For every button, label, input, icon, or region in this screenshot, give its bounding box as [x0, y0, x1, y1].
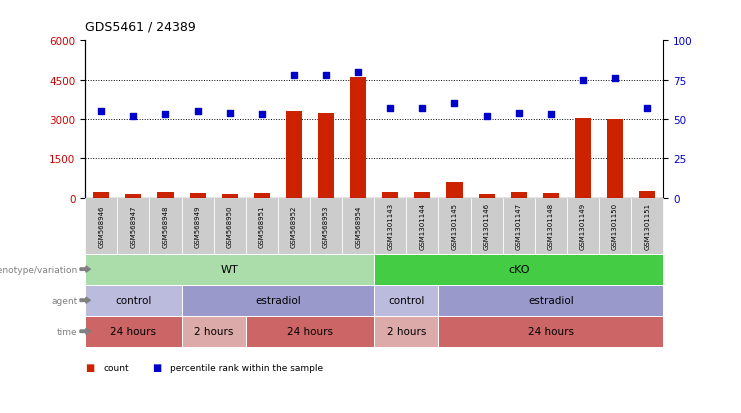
Bar: [93, 193, 110, 198]
Text: control: control: [388, 295, 425, 306]
Bar: [190, 194, 205, 198]
Bar: [414, 193, 431, 198]
Point: [192, 109, 204, 115]
Text: 2 hours: 2 hours: [387, 326, 426, 337]
Bar: [350, 78, 366, 198]
Point: [577, 77, 589, 84]
Text: estradiol: estradiol: [528, 295, 574, 306]
Text: cKO: cKO: [508, 264, 530, 275]
Point: [288, 73, 300, 79]
Point: [609, 76, 621, 82]
Text: 2 hours: 2 hours: [194, 326, 233, 337]
Point: [127, 113, 139, 120]
Text: 24 hours: 24 hours: [528, 326, 574, 337]
Text: genotype/variation: genotype/variation: [0, 265, 78, 274]
Bar: [446, 183, 462, 198]
Text: GSM568954: GSM568954: [355, 205, 361, 247]
Text: GSM1301148: GSM1301148: [548, 203, 554, 249]
Bar: [639, 192, 655, 198]
Point: [159, 112, 171, 119]
Text: GSM1301145: GSM1301145: [451, 203, 457, 249]
Text: GSM568946: GSM568946: [99, 205, 104, 247]
Text: GSM1301144: GSM1301144: [419, 203, 425, 249]
Point: [256, 112, 268, 119]
Text: GSM1301147: GSM1301147: [516, 203, 522, 249]
Bar: [382, 193, 399, 198]
Point: [320, 73, 332, 79]
Text: WT: WT: [221, 264, 239, 275]
Text: GDS5461 / 24389: GDS5461 / 24389: [85, 20, 196, 33]
Bar: [575, 119, 591, 198]
Text: ■: ■: [85, 363, 94, 373]
Text: GSM1301143: GSM1301143: [388, 203, 393, 249]
Text: percentile rank within the sample: percentile rank within the sample: [170, 363, 324, 372]
Point: [224, 110, 236, 117]
Text: ■: ■: [152, 363, 161, 373]
Text: GSM568951: GSM568951: [259, 205, 265, 247]
Text: GSM568947: GSM568947: [130, 205, 136, 247]
Bar: [125, 195, 142, 198]
Text: 24 hours: 24 hours: [287, 326, 333, 337]
Text: GSM1301150: GSM1301150: [612, 203, 618, 249]
Bar: [318, 113, 334, 198]
Bar: [607, 120, 623, 198]
Point: [448, 101, 460, 107]
Text: GSM568950: GSM568950: [227, 205, 233, 247]
Text: control: control: [115, 295, 152, 306]
Bar: [286, 112, 302, 198]
Bar: [542, 194, 559, 198]
Text: agent: agent: [52, 296, 78, 305]
Point: [416, 105, 428, 112]
Point: [513, 110, 525, 117]
Text: GSM1301151: GSM1301151: [644, 203, 650, 249]
Text: GSM1301146: GSM1301146: [484, 203, 490, 249]
Point: [385, 105, 396, 112]
Text: count: count: [104, 363, 130, 372]
Point: [641, 105, 653, 112]
Text: GSM568953: GSM568953: [323, 205, 329, 247]
Point: [96, 109, 107, 115]
Bar: [511, 193, 527, 198]
Text: GSM568952: GSM568952: [291, 205, 297, 247]
Text: GSM568949: GSM568949: [195, 205, 201, 247]
Point: [481, 113, 493, 120]
Text: GSM568948: GSM568948: [162, 205, 168, 247]
Point: [352, 69, 364, 76]
Bar: [157, 193, 173, 198]
Bar: [222, 194, 238, 198]
Text: GSM1301149: GSM1301149: [580, 203, 586, 249]
Point: [545, 112, 556, 119]
Text: estradiol: estradiol: [255, 295, 301, 306]
Bar: [253, 194, 270, 198]
Bar: [479, 194, 495, 198]
Text: time: time: [57, 327, 78, 336]
Text: 24 hours: 24 hours: [110, 326, 156, 337]
